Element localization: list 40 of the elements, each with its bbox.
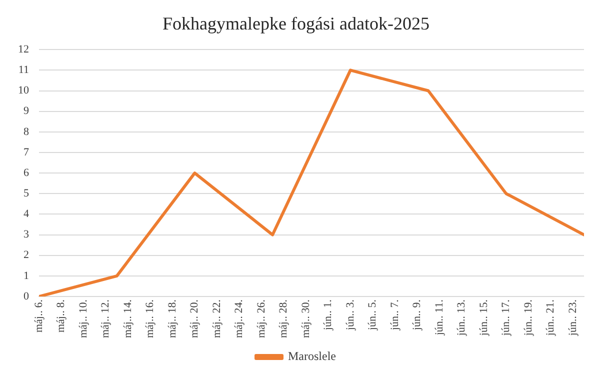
x-tick-label: máj.. 22. (210, 299, 223, 338)
y-tick-label: 5 (24, 188, 30, 200)
x-tick-label: máj.. 14. (122, 299, 134, 338)
x-tick-label: jún.. 3. (344, 299, 356, 332)
x-tick-label: jún.. 21. (544, 299, 557, 337)
y-tick-label: 6 (24, 166, 30, 179)
x-tick-label: máj.. 6. (32, 299, 45, 333)
y-tick-label: 9 (24, 105, 30, 118)
x-tick-label: jún.. 11. (433, 299, 446, 336)
x-tick-label: máj.. 26. (255, 299, 268, 338)
x-tick-label: máj.. 12. (100, 299, 112, 338)
x-tick-label: jún.. 17. (500, 299, 512, 337)
x-tick-label: jún.. 7. (388, 299, 401, 332)
y-tick-label: 4 (24, 208, 30, 220)
y-tick-label: 2 (24, 249, 29, 262)
y-tick-label: 7 (24, 146, 30, 158)
y-tick-label: 1 (24, 270, 29, 282)
x-tick-label: jún.. 9. (411, 299, 424, 332)
x-tick-label: máj.. 30. (300, 299, 312, 338)
legend-label: Maroslele (288, 349, 336, 364)
x-tick-label: máj.. 18. (166, 299, 178, 338)
y-tick-label: 11 (18, 64, 29, 76)
x-tick-label: jún.. 19. (522, 299, 534, 337)
x-tick-label: máj.. 24. (233, 299, 246, 338)
x-tick-label: máj.. 8. (55, 299, 68, 333)
y-tick-label: 3 (24, 228, 30, 241)
y-tick-label: 10 (18, 84, 30, 97)
y-tick-label: 12 (18, 43, 29, 56)
chart-title: Fokhagymalepke fogási adatok-2025 (162, 14, 430, 34)
x-tick-label: jún.. 13. (456, 299, 468, 337)
y-tick-label: 8 (24, 126, 30, 138)
y-tick-label: 0 (24, 290, 30, 302)
x-tick-label: máj.. 16. (144, 299, 156, 338)
x-tick-label: jún.. 23. (566, 299, 579, 337)
x-tick-label: máj.. 10. (77, 299, 90, 338)
x-tick-label: máj.. 28. (278, 299, 290, 338)
x-tick-label: jún.. 1. (322, 299, 334, 332)
x-tick-label: jún.. 5. (366, 299, 379, 332)
x-tick-label: máj.. 20. (188, 299, 201, 338)
x-tick-label: jún.. 15. (478, 299, 490, 337)
